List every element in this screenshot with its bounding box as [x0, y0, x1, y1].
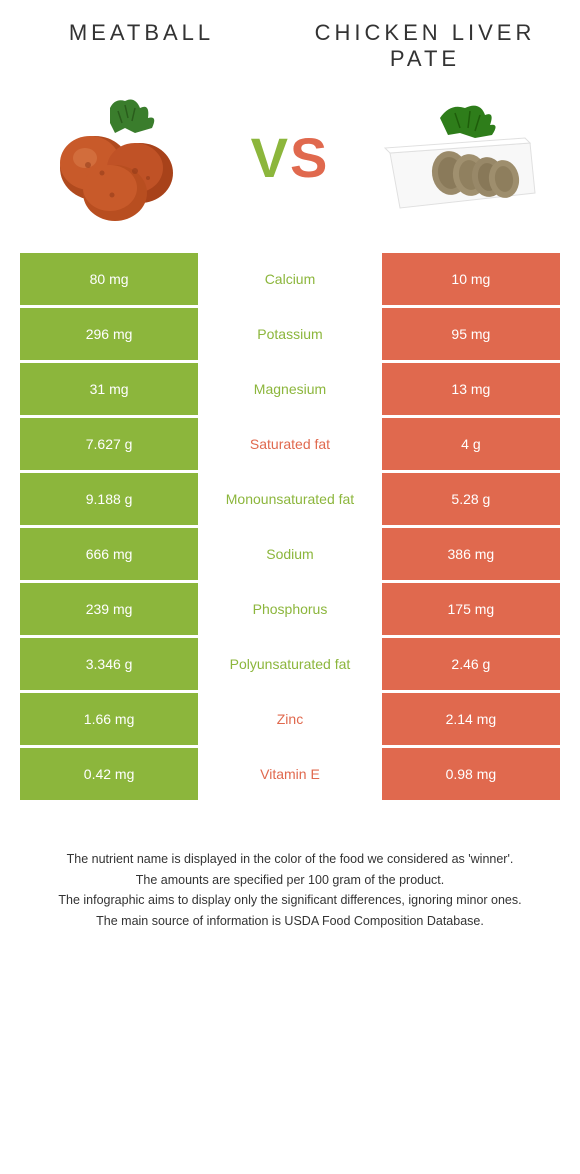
cell-nutrient: Zinc	[198, 693, 382, 745]
cell-nutrient: Vitamin E	[198, 748, 382, 800]
food2-title: Chicken liver pate	[290, 20, 560, 73]
cell-right: 0.98 mg	[382, 748, 560, 800]
vs-s: S	[290, 126, 329, 189]
cell-right: 10 mg	[382, 253, 560, 305]
cell-right: 13 mg	[382, 363, 560, 415]
cell-left: 31 mg	[20, 363, 198, 415]
cell-right: 5.28 g	[382, 473, 560, 525]
cell-left: 9.188 g	[20, 473, 198, 525]
table-row: 1.66 mgZinc2.14 mg	[20, 693, 560, 745]
cell-left: 1.66 mg	[20, 693, 198, 745]
cell-left: 666 mg	[20, 528, 198, 580]
header-row: Meatball Chicken liver pate	[20, 20, 560, 73]
cell-nutrient: Polyunsaturated fat	[198, 638, 382, 690]
cell-nutrient: Monounsaturated fat	[198, 473, 382, 525]
table-row: 296 mgPotassium95 mg	[20, 308, 560, 360]
cell-left: 80 mg	[20, 253, 198, 305]
cell-right: 2.14 mg	[382, 693, 560, 745]
table-row: 239 mgPhosphorus175 mg	[20, 583, 560, 635]
table-row: 31 mgMagnesium13 mg	[20, 363, 560, 415]
cell-right: 4 g	[382, 418, 560, 470]
vs-row: VS	[20, 93, 560, 223]
footer-line-2: The amounts are specified per 100 gram o…	[30, 871, 550, 890]
table-row: 0.42 mgVitamin E0.98 mg	[20, 748, 560, 800]
cell-nutrient: Sodium	[198, 528, 382, 580]
pate-image	[380, 93, 540, 223]
cell-nutrient: Saturated fat	[198, 418, 382, 470]
cell-right: 386 mg	[382, 528, 560, 580]
table-row: 80 mgCalcium10 mg	[20, 253, 560, 305]
cell-left: 7.627 g	[20, 418, 198, 470]
footer-line-3: The infographic aims to display only the…	[30, 891, 550, 910]
cell-left: 239 mg	[20, 583, 198, 635]
footer-notes: The nutrient name is displayed in the co…	[20, 850, 560, 931]
footer-line-4: The main source of information is USDA F…	[30, 912, 550, 931]
cell-nutrient: Calcium	[198, 253, 382, 305]
nutrient-table: 80 mgCalcium10 mg296 mgPotassium95 mg31 …	[20, 253, 560, 800]
table-row: 3.346 gPolyunsaturated fat2.46 g	[20, 638, 560, 690]
cell-left: 0.42 mg	[20, 748, 198, 800]
food1-title: Meatball	[20, 20, 263, 73]
vs-label: VS	[251, 125, 330, 190]
vs-v: V	[251, 126, 290, 189]
table-row: 9.188 gMonounsaturated fat5.28 g	[20, 473, 560, 525]
table-row: 666 mgSodium386 mg	[20, 528, 560, 580]
cell-nutrient: Magnesium	[198, 363, 382, 415]
cell-right: 95 mg	[382, 308, 560, 360]
infographic-container: Meatball Chicken liver pate	[0, 0, 580, 953]
cell-left: 296 mg	[20, 308, 198, 360]
cell-right: 2.46 g	[382, 638, 560, 690]
cell-nutrient: Potassium	[198, 308, 382, 360]
meatball-image	[40, 93, 200, 223]
cell-nutrient: Phosphorus	[198, 583, 382, 635]
footer-line-1: The nutrient name is displayed in the co…	[30, 850, 550, 869]
cell-left: 3.346 g	[20, 638, 198, 690]
cell-right: 175 mg	[382, 583, 560, 635]
table-row: 7.627 gSaturated fat4 g	[20, 418, 560, 470]
